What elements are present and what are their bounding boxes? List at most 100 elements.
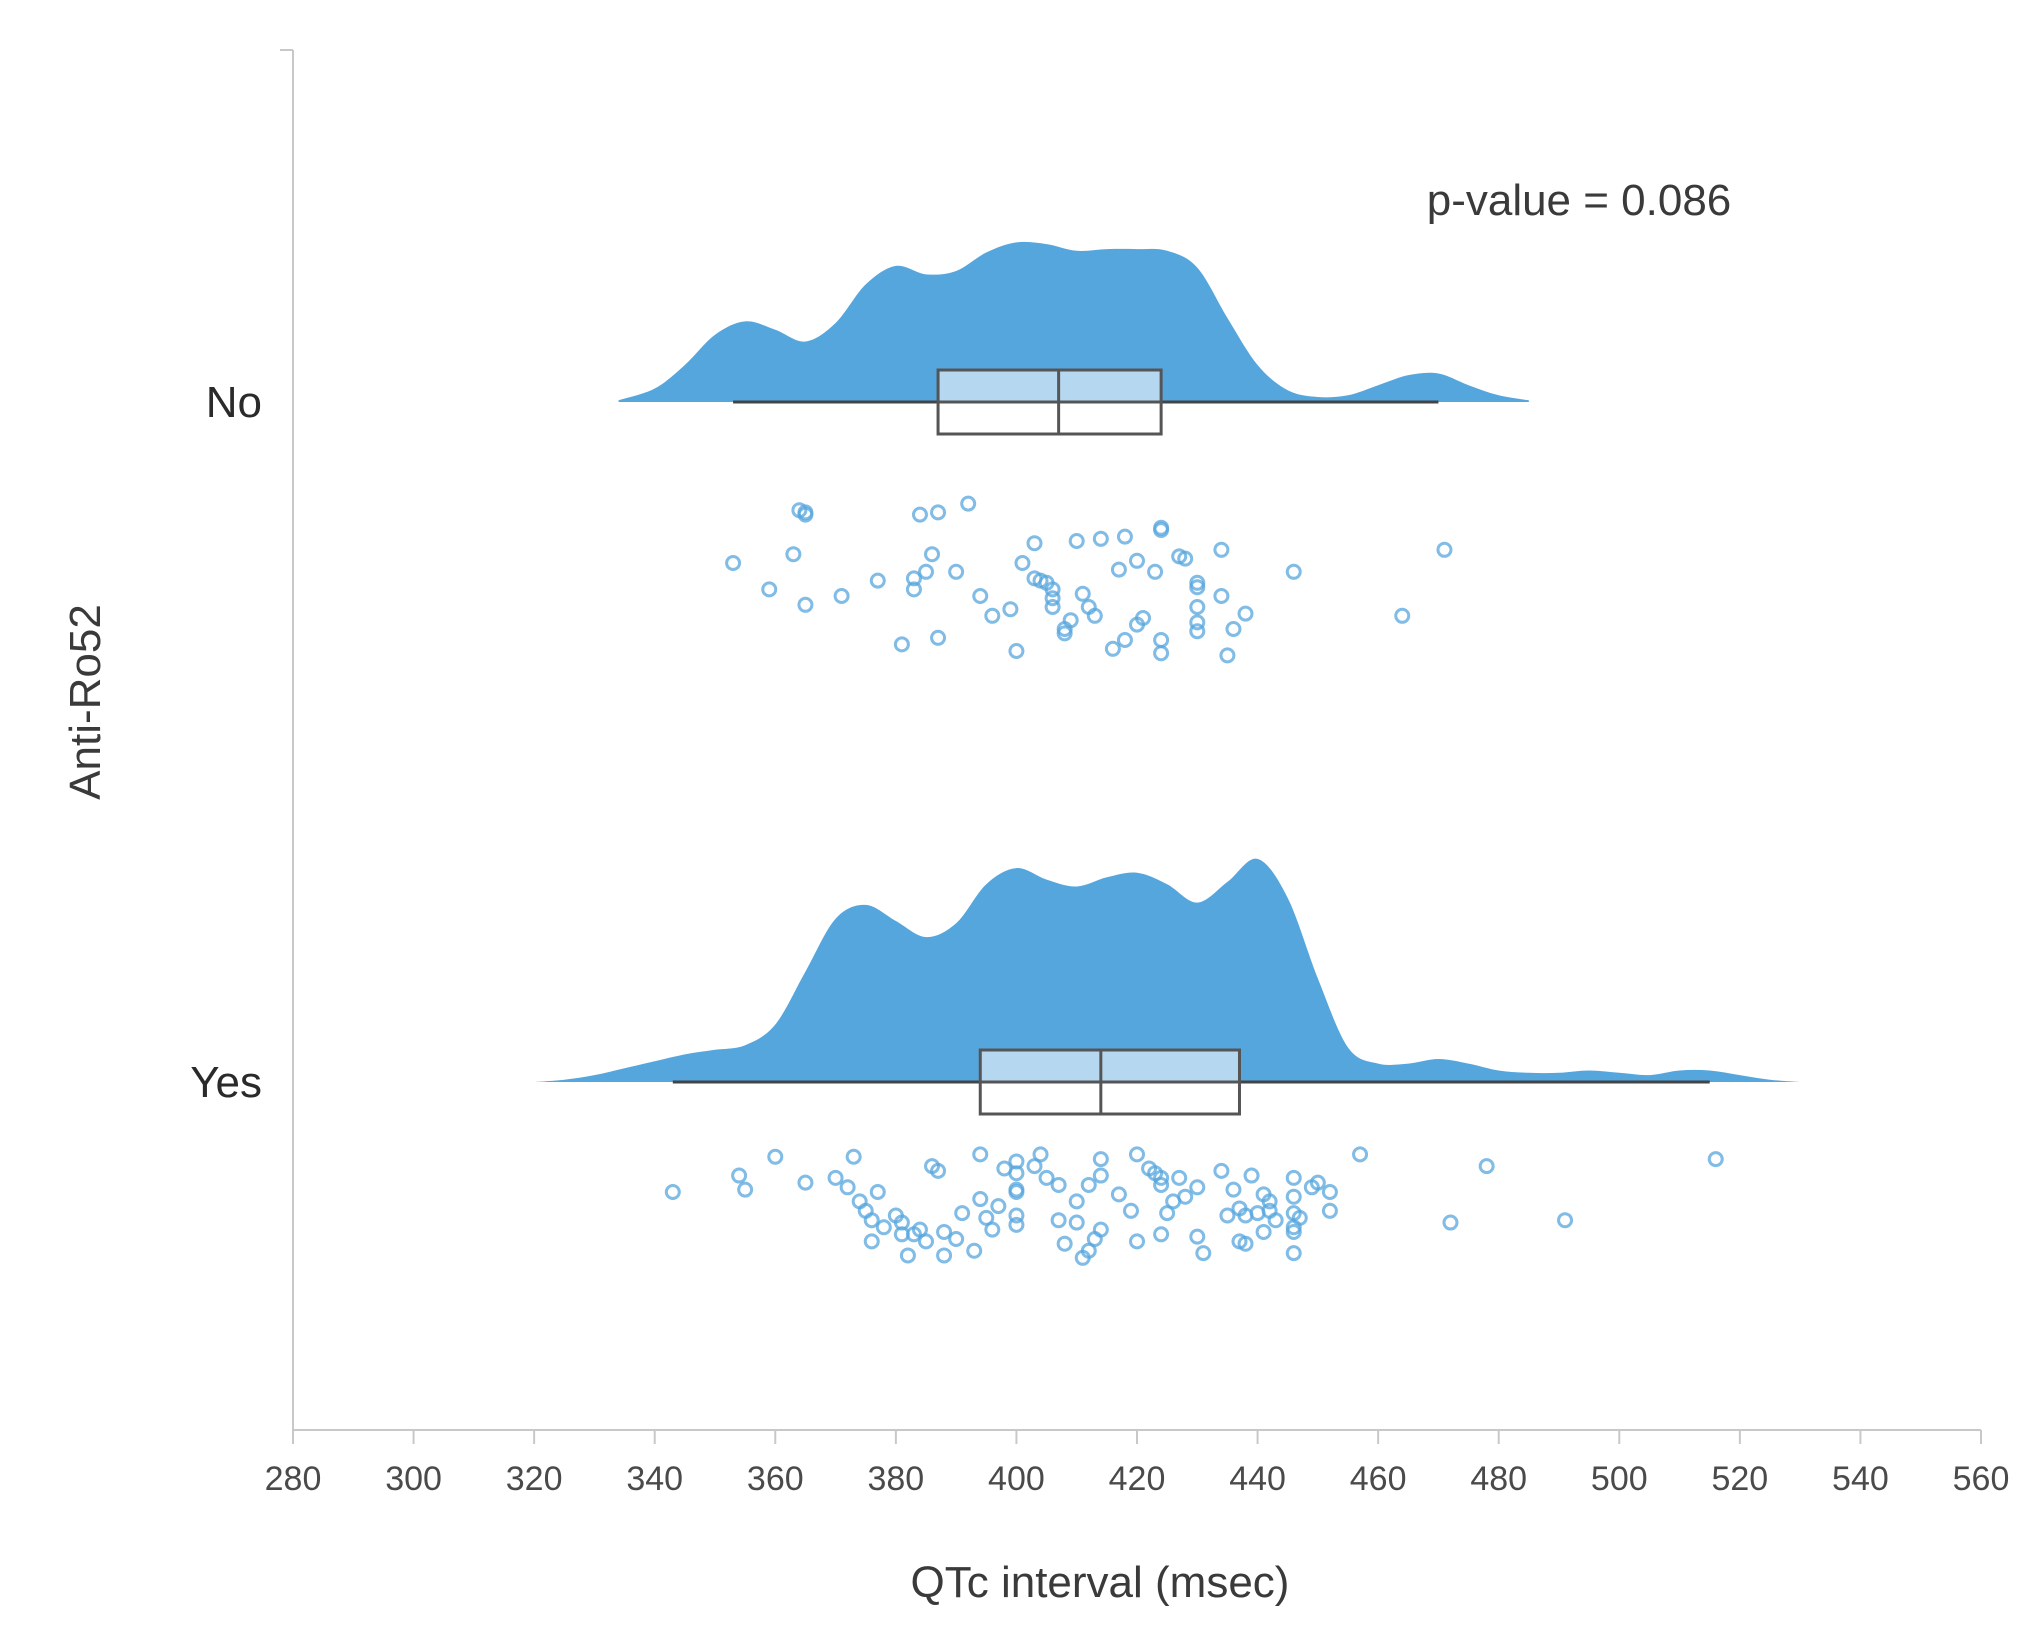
data-point (960, 495, 977, 512)
data-point (1056, 625, 1073, 642)
data-point (1008, 643, 1025, 659)
data-point (1285, 563, 1302, 580)
data-point (1056, 1235, 1073, 1252)
data-point (1478, 1158, 1495, 1175)
x-tick-label: 280 (265, 1460, 322, 1498)
x-tick-label: 460 (1350, 1460, 1407, 1498)
data-point (1122, 1202, 1139, 1219)
data-point (797, 1174, 814, 1191)
data-point (918, 1233, 934, 1250)
data-point (845, 1148, 862, 1165)
group-yes: Yes (190, 858, 1801, 1266)
data-point (767, 1148, 784, 1165)
data-point (1261, 1193, 1278, 1210)
data-point (893, 1214, 910, 1231)
data-point (1050, 1176, 1067, 1193)
data-point (972, 588, 989, 604)
data-point (1080, 1176, 1097, 1193)
data-point (869, 572, 886, 589)
x-tick-label: 300 (385, 1460, 442, 1498)
data-point (1153, 645, 1170, 662)
data-point (1213, 588, 1230, 604)
data-point (1032, 1146, 1049, 1163)
data-point (1153, 1226, 1170, 1243)
data-point (954, 1205, 971, 1222)
x-tick-label: 400 (988, 1460, 1045, 1498)
data-point (1110, 1186, 1127, 1203)
data-point (1394, 607, 1411, 624)
data-point (1092, 1167, 1109, 1184)
x-tick-label: 560 (1953, 1460, 2010, 1498)
box-upper-no (936, 368, 1163, 404)
data-point (869, 1184, 886, 1200)
data-point (1147, 563, 1164, 580)
data-point (1008, 1207, 1025, 1224)
data-point (1213, 1162, 1230, 1179)
data-point (1116, 528, 1133, 545)
data-point (924, 546, 941, 563)
data-point (1129, 552, 1145, 569)
data-point (1285, 1169, 1302, 1186)
data-point (1104, 640, 1121, 657)
data-point (1038, 1169, 1055, 1186)
data-point (1008, 1165, 1025, 1182)
data-point (761, 581, 778, 598)
data-point (1026, 535, 1043, 552)
data-point (1189, 599, 1206, 615)
data-point (1002, 601, 1019, 618)
data-point (930, 504, 947, 521)
x-tick-label: 380 (867, 1460, 924, 1498)
data-point (1255, 1223, 1272, 1240)
data-point (1044, 599, 1061, 615)
data-point (1092, 530, 1109, 547)
data-point (1153, 632, 1170, 648)
data-point (797, 596, 814, 613)
data-point (1285, 1223, 1302, 1240)
data-point (1171, 1169, 1188, 1186)
data-point (966, 1242, 983, 1259)
data-point (839, 1179, 856, 1196)
data-point (1086, 607, 1103, 624)
box-lower-no (936, 400, 1163, 436)
data-point (1153, 1169, 1170, 1186)
x-tick-label: 500 (1591, 1460, 1648, 1498)
data-point (1068, 1193, 1085, 1210)
y-axis-title: Anti-Ro52 (61, 604, 110, 800)
data-point (1285, 1245, 1302, 1262)
box-upper-yes (978, 1048, 1241, 1084)
data-point (1309, 1174, 1326, 1191)
p-value-annotation: p-value = 0.086 (1427, 176, 1732, 225)
data-point (1436, 541, 1453, 558)
data-point (731, 1167, 748, 1184)
data-point (1153, 1176, 1170, 1193)
data-point (1321, 1202, 1338, 1219)
data-point (1044, 581, 1061, 598)
data-point (1135, 610, 1152, 626)
data-point (936, 1223, 953, 1240)
data-point (1225, 621, 1242, 637)
x-tick-label: 440 (1229, 1460, 1286, 1498)
data-point (1219, 647, 1236, 664)
data-point (833, 588, 850, 604)
points-yes (664, 1146, 1724, 1266)
data-point (1177, 1188, 1194, 1205)
data-point (1225, 1181, 1242, 1198)
data-point (1707, 1151, 1724, 1168)
data-point (1213, 541, 1230, 558)
data-point (936, 1247, 953, 1264)
x-tick-label: 480 (1470, 1460, 1527, 1498)
data-point (1352, 1146, 1369, 1163)
density-yes (534, 858, 1801, 1082)
group-no: No (206, 241, 1529, 664)
data-point (984, 1221, 1001, 1238)
data-point (1129, 1146, 1145, 1163)
box-lower-yes (978, 1080, 1241, 1116)
data-point (1321, 1184, 1338, 1200)
x-axis-title: QTc interval (msec) (911, 1558, 1290, 1607)
data-point (911, 506, 928, 523)
data-point (1074, 585, 1091, 602)
data-point (1129, 1233, 1145, 1250)
x-tick-label: 360 (747, 1460, 804, 1498)
data-point (948, 563, 965, 580)
data-point (1153, 522, 1170, 538)
